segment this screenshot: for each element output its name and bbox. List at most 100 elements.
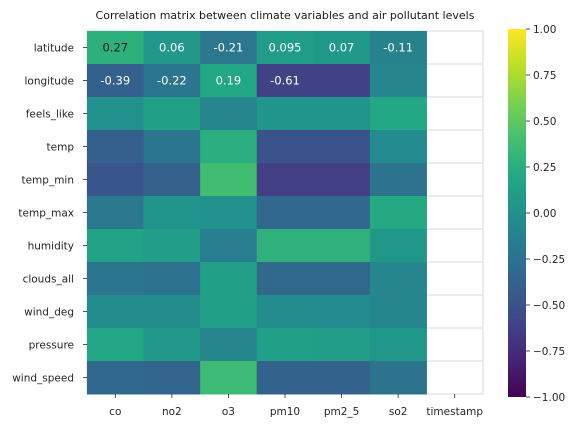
heatmap-cell — [257, 97, 314, 131]
heatmap-cell — [313, 328, 370, 362]
heatmap-cell — [87, 295, 144, 329]
colorbar-tick-label: −0.25 — [533, 254, 565, 266]
heatmap-cell — [313, 196, 370, 230]
colorbar-tick-label: 1.00 — [533, 24, 556, 36]
heatmap-cell — [370, 130, 427, 164]
colorbar: 1.00 0.75 0.50 0.25 0.00 −0.25 −0.50 −0.75 −1.00 — [508, 24, 565, 404]
cell-value-label: -0.61 — [270, 74, 300, 88]
column-label: so2 — [389, 406, 408, 418]
column-label: pm2_5 — [324, 406, 360, 418]
row-label: feels_like — [26, 109, 74, 121]
heatmap-cell — [257, 262, 314, 296]
heatmap-cell — [87, 196, 144, 230]
heatmap-cell — [257, 163, 314, 197]
row-label: pressure — [29, 340, 74, 352]
row-label: humidity — [28, 241, 74, 253]
heatmap-cell — [200, 97, 257, 131]
column-tick-labels: co no2 o3 pm10 pm2_5 so2 timestamp — [109, 394, 483, 418]
heatmap-cell — [313, 130, 370, 164]
row-label: temp_min — [21, 175, 74, 187]
colorbar-tick-label: 0.00 — [533, 208, 556, 220]
heatmap-cell — [87, 229, 144, 263]
colorbar-gradient — [508, 29, 526, 397]
heatmap-cell — [370, 163, 427, 197]
cell-value-label: -0.39 — [100, 74, 130, 88]
cell-value-label: 0.27 — [102, 41, 128, 55]
heatmap-cell — [144, 295, 201, 329]
row-label: clouds_all — [23, 274, 74, 286]
heatmap-cell — [257, 229, 314, 263]
cell-value-label: 0.07 — [329, 41, 355, 55]
chart-title: Correlation matrix between climate varia… — [96, 9, 475, 22]
heatmap-cell — [87, 262, 144, 296]
heatmap-cell — [370, 328, 427, 362]
colorbar-tick-label: −0.50 — [533, 300, 565, 312]
row-label: wind_deg — [24, 307, 74, 319]
heatmap-cell — [313, 163, 370, 197]
cell-value-label: -0.11 — [383, 41, 413, 55]
heatmap-cell — [200, 196, 257, 230]
heatmap-cell — [370, 196, 427, 230]
row-label: latitude — [34, 43, 74, 55]
heatmap-cells — [87, 31, 427, 395]
heatmap-cell — [200, 328, 257, 362]
heatmap-cell — [144, 328, 201, 362]
heatmap-cell — [200, 130, 257, 164]
cell-value-label: 0.095 — [269, 41, 302, 55]
cell-value-label: 0.19 — [216, 74, 242, 88]
heatmap-cell — [370, 361, 427, 395]
heatmap-cell — [144, 361, 201, 395]
row-label: longitude — [25, 76, 74, 88]
heatmap-cell — [370, 229, 427, 263]
heatmap-cell — [370, 64, 427, 98]
heatmap-cell — [313, 229, 370, 263]
heatmap-cell — [87, 328, 144, 362]
heatmap-cell — [87, 97, 144, 131]
row-label: wind_speed — [12, 373, 74, 385]
heatmap-cell — [144, 262, 201, 296]
cell-value-label: -0.21 — [214, 41, 244, 55]
row-label: temp — [47, 142, 75, 154]
heatmap-cell — [144, 130, 201, 164]
heatmap-cell — [257, 196, 314, 230]
heatmap-cell — [87, 361, 144, 395]
heatmap-cell — [313, 295, 370, 329]
colorbar-tick-label: 0.25 — [533, 162, 556, 174]
heatmap-cell — [370, 262, 427, 296]
heatmap-cell — [313, 64, 370, 98]
colorbar-tick-label: 0.75 — [533, 70, 556, 82]
heatmap-cell — [144, 163, 201, 197]
heatmap-cell — [370, 295, 427, 329]
row-label: temp_max — [18, 208, 74, 220]
cell-value-label: 0.06 — [159, 41, 185, 55]
heatmap-cell — [370, 97, 427, 131]
heatmap-cell — [200, 229, 257, 263]
heatmap-cell — [257, 361, 314, 395]
heatmap-cell — [200, 262, 257, 296]
heatmap-cell — [257, 295, 314, 329]
cell-value-label: -0.22 — [157, 74, 187, 88]
colorbar-tick-label: −0.75 — [533, 346, 565, 358]
heatmap-cell — [313, 97, 370, 131]
heatmap-cell — [257, 130, 314, 164]
colorbar-tick-label: −1.00 — [533, 392, 565, 404]
column-label: no2 — [162, 406, 182, 418]
heatmap-cell — [313, 361, 370, 395]
heatmap-cell — [87, 163, 144, 197]
column-label: pm10 — [270, 406, 300, 418]
heatmap-cell — [87, 130, 144, 164]
heatmap-cell — [144, 196, 201, 230]
column-label: timestamp — [426, 406, 483, 418]
colorbar-tick-label: 0.50 — [533, 116, 556, 128]
heatmap-cell — [144, 229, 201, 263]
column-label: o3 — [222, 406, 235, 418]
heatmap-cell — [200, 163, 257, 197]
column-label: co — [109, 406, 121, 418]
heatmap-cell — [257, 328, 314, 362]
heatmap-cell — [313, 262, 370, 296]
heatmap-cell — [144, 97, 201, 131]
heatmap-cell — [200, 295, 257, 329]
heatmap-cell — [200, 361, 257, 395]
